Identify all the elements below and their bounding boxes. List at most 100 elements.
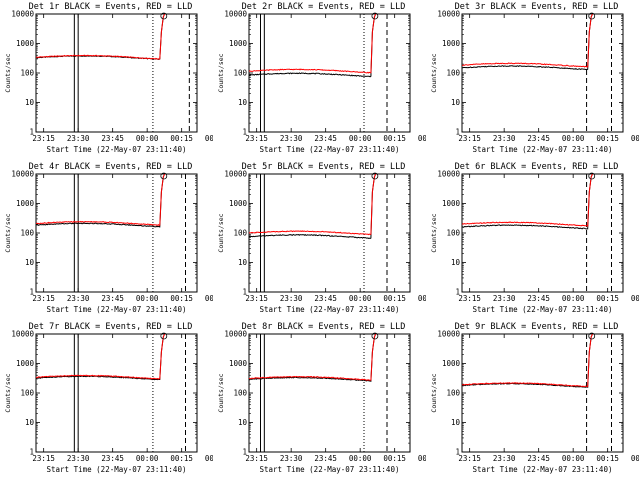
x-tick-label: 23:15 (245, 454, 268, 463)
x-tick-label: 00:15 (383, 454, 406, 463)
x-tick-label: 23:45 (314, 294, 337, 303)
plot-frame (461, 173, 624, 293)
y-axis-label: Counts/sec (430, 373, 438, 412)
chart-panel-4: Det 4r BLACK = Events, RED = LLD 1 10 100 10… (4, 162, 213, 314)
chart-title: Det 7r BLACK = Events, RED = LLD (29, 322, 193, 332)
lld-series-line (36, 334, 166, 380)
y-tick-label: 100 (446, 389, 460, 398)
y-axis-label: Counts/sec (430, 53, 438, 92)
x-tick-label: 23:15 (32, 294, 55, 303)
x-tick-label: 00:15 (596, 134, 619, 143)
top-marker-symbol (588, 12, 596, 20)
y-axis-label: Counts/sec (430, 213, 438, 252)
y-tick-label: 100 (20, 69, 34, 78)
x-axis-label: Start Time (22-May-07 23:11:40) (260, 305, 400, 314)
events-series-line (249, 14, 377, 78)
x-tick-label: 00:00 (349, 294, 372, 303)
plot-frame (461, 13, 624, 133)
y-tick-label: 1000 (229, 359, 248, 368)
data-area (462, 14, 612, 132)
x-tick-label: 23:30 (493, 134, 516, 143)
x-tick-label: 00:00 (349, 454, 372, 463)
y-axis-label: Counts/sec (217, 53, 225, 92)
y-tick-label: 10000 (11, 170, 34, 179)
plot-frame (35, 13, 198, 133)
y-tick-label: 10000 (11, 10, 34, 19)
x-tick-label: 00:30 (418, 134, 426, 143)
x-tick-label: 00:00 (136, 454, 159, 463)
x-tick-label: 00:00 (562, 134, 585, 143)
y-tick-label: 1000 (16, 199, 35, 208)
plot-frame (248, 173, 411, 293)
y-axis-label: Counts/sec (217, 213, 225, 252)
chart-title: Det 8r BLACK = Events, RED = LLD (242, 322, 406, 332)
y-tick-label: 100 (446, 229, 460, 238)
x-tick-label: 00:00 (349, 134, 372, 143)
y-tick-label: 10000 (437, 170, 460, 179)
events-series-line (36, 14, 166, 60)
lld-series-line (36, 14, 166, 60)
top-marker-symbol (588, 332, 596, 340)
x-tick-label: 23:15 (458, 294, 481, 303)
data-area (36, 14, 190, 132)
x-tick-label: 00:00 (136, 134, 159, 143)
x-axis-label: Start Time (22-May-07 23:11:40) (47, 465, 187, 474)
y-tick-label: 1 (29, 288, 34, 297)
x-axis-label: Start Time (22-May-07 23:11:40) (260, 465, 400, 474)
x-tick-label: 23:45 (101, 294, 124, 303)
x-tick-label: 00:15 (383, 294, 406, 303)
chart-title: Det 9r BLACK = Events, RED = LLD (455, 322, 619, 332)
y-tick-label: 100 (233, 229, 247, 238)
data-area (36, 334, 197, 452)
lld-series-line (249, 334, 377, 381)
y-tick-label: 1 (455, 448, 460, 457)
x-tick-label: 23:45 (314, 134, 337, 143)
y-axis-label: Counts/sec (4, 53, 12, 92)
x-tick-label: 00:15 (170, 294, 193, 303)
y-tick-label: 1 (242, 448, 247, 457)
x-tick-label: 00:30 (631, 294, 639, 303)
plot-frame (248, 13, 411, 133)
plot-frame (248, 333, 411, 453)
data-area (249, 334, 388, 452)
data-area (462, 334, 612, 452)
x-tick-label: 23:45 (527, 134, 550, 143)
y-tick-label: 1000 (16, 359, 35, 368)
x-axis-label: Start Time (22-May-07 23:11:40) (47, 305, 187, 314)
y-tick-label: 100 (233, 389, 247, 398)
x-tick-label: 23:30 (493, 454, 516, 463)
y-tick-label: 10 (451, 98, 461, 107)
x-axis-label: Start Time (22-May-07 23:11:40) (473, 305, 613, 314)
x-tick-label: 00:15 (170, 454, 193, 463)
x-tick-label: 00:30 (631, 134, 639, 143)
lld-series-line (249, 14, 377, 74)
events-series-line (249, 334, 377, 382)
chart-panel-6: Det 6r BLACK = Events, RED = LLD 1 10 100 10… (430, 162, 639, 314)
events-series-line (36, 174, 166, 228)
y-tick-label: 100 (446, 69, 460, 78)
y-tick-label: 10 (238, 418, 248, 427)
x-tick-label: 00:15 (383, 134, 406, 143)
y-axis-label: Counts/sec (4, 373, 12, 412)
x-tick-label: 00:30 (418, 454, 426, 463)
top-marker-symbol (160, 172, 168, 180)
x-tick-label: 23:15 (245, 134, 268, 143)
y-tick-label: 10 (25, 98, 35, 107)
x-tick-label: 23:30 (280, 294, 303, 303)
x-tick-label: 23:15 (458, 134, 481, 143)
x-tick-label: 23:30 (67, 454, 90, 463)
x-axis-label: Start Time (22-May-07 23:11:40) (473, 145, 613, 154)
events-series-line (462, 334, 594, 388)
chart-title: Det 5r BLACK = Events, RED = LLD (242, 162, 406, 172)
y-tick-label: 10 (451, 258, 461, 267)
y-tick-label: 1000 (442, 199, 461, 208)
y-tick-label: 100 (233, 69, 247, 78)
x-tick-label: 23:15 (32, 454, 55, 463)
x-tick-label: 23:45 (101, 454, 124, 463)
chart-title: Det 3r BLACK = Events, RED = LLD (455, 2, 619, 12)
y-tick-label: 1000 (16, 39, 35, 48)
top-marker-symbol (371, 332, 379, 340)
top-marker-symbol (588, 172, 596, 180)
x-axis-label: Start Time (22-May-07 23:11:40) (47, 145, 187, 154)
